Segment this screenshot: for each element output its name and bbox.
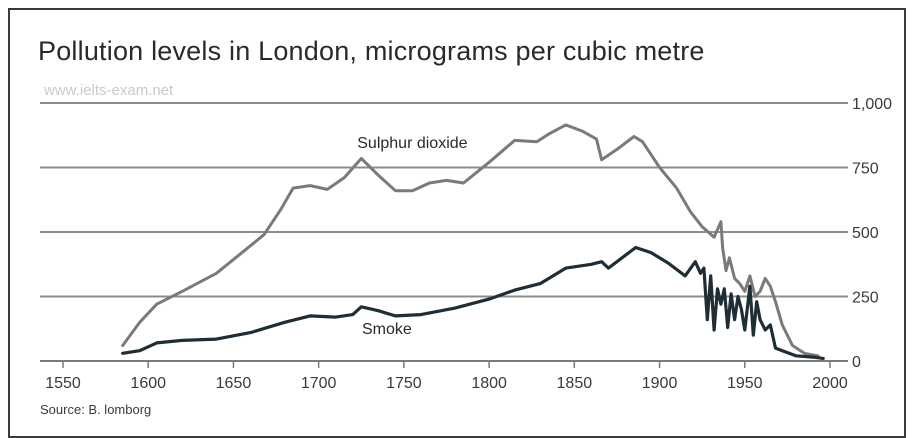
x-tick-label: 1850 [557,375,593,392]
x-tick-label: 2000 [812,375,848,392]
series-line-sulphur-dioxide [121,123,820,358]
series-label-sulphur-dioxide: Sulphur dioxide [357,135,467,152]
y-tick-label: 500 [852,225,879,242]
y-tick-label: 0 [852,354,861,371]
series-label-smoke: Smoke [362,321,412,338]
x-tick-label: 1600 [130,375,166,392]
x-tick-label: 1700 [301,375,337,392]
y-axis: 0 250 500 750 1,000 [852,96,892,371]
chart-title: Pollution levels in London, micrograms p… [38,36,705,66]
x-tick-label: 1550 [45,375,81,392]
x-tick-label: 1750 [386,375,422,392]
y-tick-label: 1,000 [852,96,892,113]
x-tick-label: 1950 [727,375,763,392]
series-line-smoke [121,245,825,360]
source-note: Source: B. lomborg [40,402,152,417]
y-tick-label: 750 [852,161,879,178]
x-axis: 1550 1600 1650 1700 1750 1800 1850 1900 1950 2000 [45,361,848,392]
x-tick-label: 1650 [216,375,252,392]
line-chart: 1550 1600 1650 1700 1750 1800 1850 1900 1950 2000… [40,96,892,392]
x-tick-label: 1800 [471,375,507,392]
x-tick-label: 1900 [642,375,678,392]
y-tick-label: 250 [852,290,879,307]
series-layer [121,123,825,360]
series-labels: Sulphur dioxide Smoke [357,135,467,338]
watermark: www.ielts-exam.net [44,82,174,99]
